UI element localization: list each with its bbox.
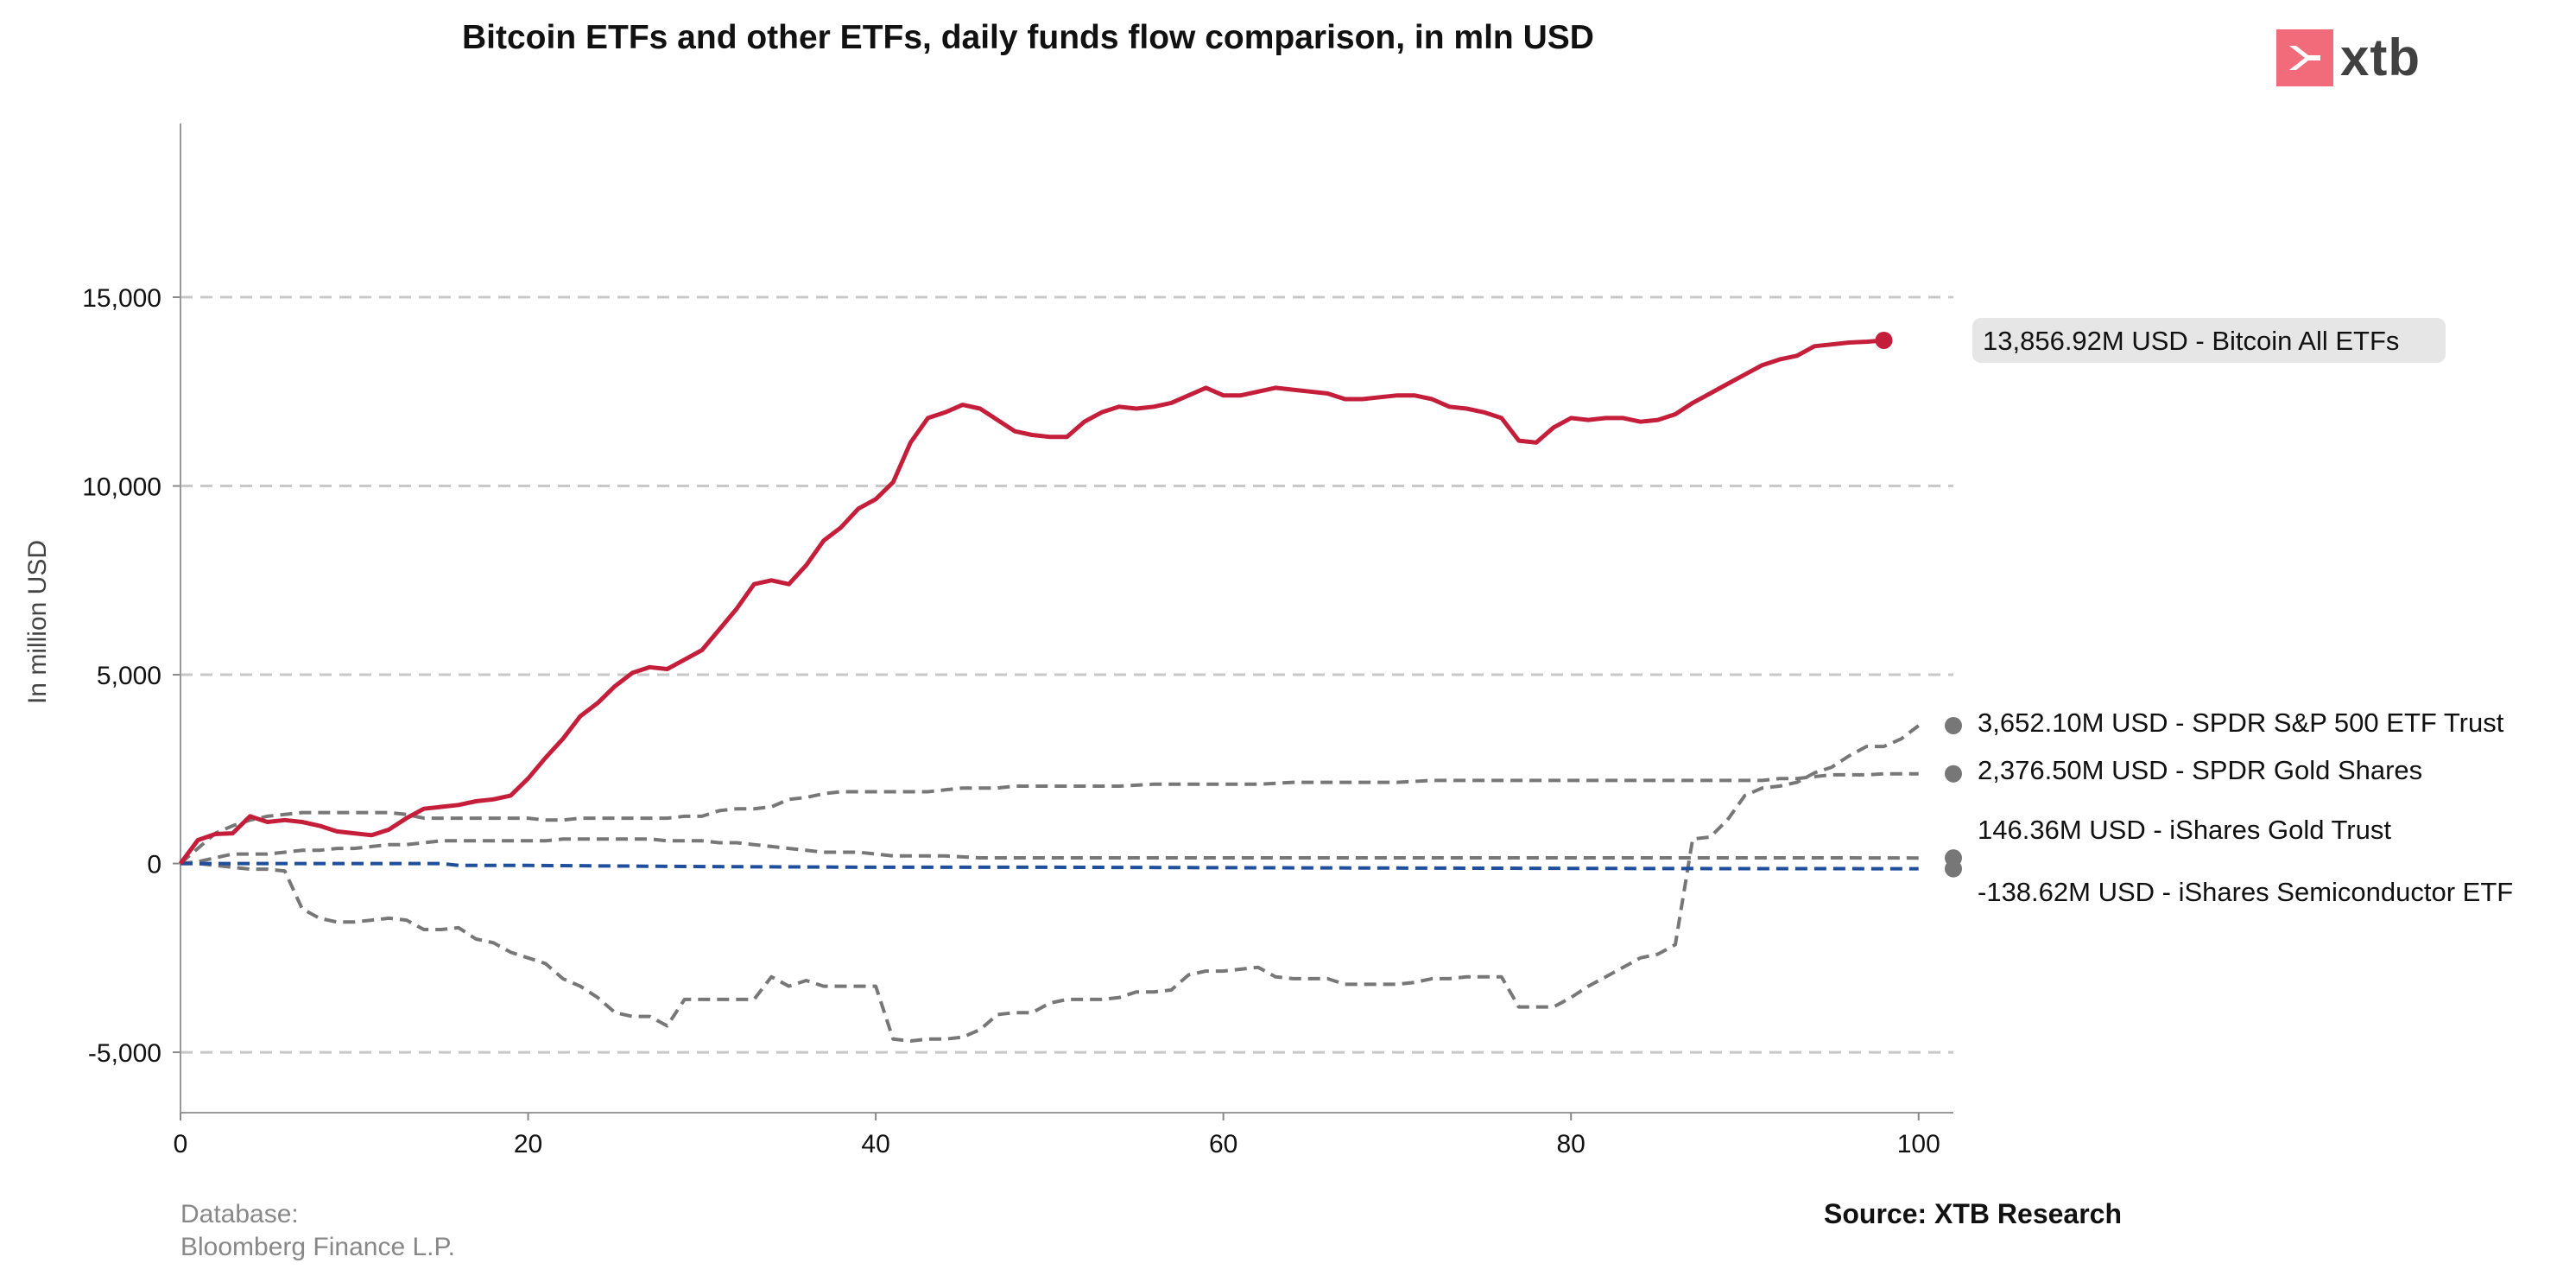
series-label-bitcoin-all-etfs: 13,856.92M USD - Bitcoin All ETFs	[1983, 326, 2399, 356]
y-tick-label: -5,000	[88, 1039, 161, 1068]
end-marker-spdr-s-p-500-etf-trust	[1945, 716, 1962, 734]
y-tick-label: 0	[147, 851, 161, 879]
chart-title: Bitcoin ETFs and other ETFs, daily funds…	[462, 19, 1594, 56]
series-label-ishares-gold-trust: 146.36M USD - iShares Gold Trust	[1978, 815, 2391, 845]
series-lines	[178, 338, 1920, 1043]
series-label-ishares-semiconductor-etf: -138.62M USD - iShares Semiconductor ETF	[1978, 877, 2513, 907]
y-tick-label: 15,000	[82, 284, 161, 313]
database-label: Database:	[180, 1200, 299, 1228]
axes: -5,000 0 5,000 10,000 15,000 0 20 40 60 80 100	[82, 124, 1953, 1158]
end-marker-spdr-gold-shares	[1945, 765, 1962, 783]
label-box-bitcoin-all-etfs	[1972, 317, 2446, 363]
x-tick-label: 80	[1557, 1130, 1585, 1158]
end-marker-bitcoin-all-etfs	[1875, 331, 1893, 349]
series-label-spdr-s-p-500-etf-trust: 3,652.10M USD - SPDR S&P 500 ETF Trust	[1978, 708, 2504, 738]
series-line-spdr-gold-shares	[179, 771, 1919, 866]
database-value: Bloomberg Finance L.P.	[180, 1233, 455, 1261]
x-tick-label: 20	[514, 1130, 542, 1158]
series-labels: 13,856.92M USD - Bitcoin All ETFs 3,652.1…	[1875, 317, 2513, 907]
y-tick-label: 5,000	[97, 662, 161, 690]
y-tick-label: 10,000	[82, 473, 161, 502]
series-line-bitcoin-all-etfs	[178, 338, 1884, 866]
xtb-logo-text: xtb	[2340, 29, 2421, 86]
gridlines	[180, 295, 1953, 1054]
x-tick-label: 100	[1897, 1130, 1940, 1158]
database-note: Database: Bloomberg Finance L.P.	[180, 1198, 455, 1264]
series-line-ishares-semiconductor-etf	[180, 861, 1919, 871]
x-tick-label: 0	[174, 1130, 188, 1158]
series-label-spdr-gold-shares: 2,376.50M USD - SPDR Gold Shares	[1978, 755, 2422, 785]
x-tick-label: 60	[1209, 1130, 1237, 1158]
series-line-spdr-s-p-500-etf-trust	[180, 724, 1920, 1043]
end-marker-ishares-semiconductor-etf	[1945, 860, 1962, 878]
xtb-logo-icon	[2276, 29, 2333, 86]
x-tick-label: 40	[861, 1130, 889, 1158]
source-note: Source: XTB Research	[1824, 1198, 2123, 1229]
xtb-logo: xtb	[2276, 29, 2421, 86]
series-line-ishares-gold-trust	[180, 837, 1919, 866]
